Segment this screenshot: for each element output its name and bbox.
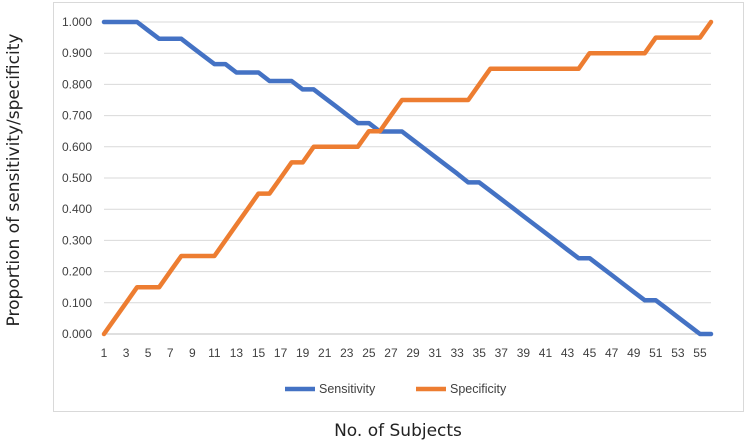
x-tick-label: 21 (318, 346, 332, 360)
x-tick-label: 49 (627, 346, 641, 360)
y-tick-label: 0.700 (62, 109, 92, 123)
x-tick-label: 51 (649, 346, 663, 360)
x-tick-label: 43 (561, 346, 575, 360)
x-tick-label: 29 (406, 346, 420, 360)
y-tick-label: 0.100 (62, 296, 92, 310)
chart-area-border (53, 2, 744, 412)
y-tick-label: 0.200 (62, 265, 92, 279)
x-tick-label: 23 (340, 346, 354, 360)
series-lines (101, 19, 714, 337)
x-tick-label: 19 (296, 346, 310, 360)
y-tick-labels: 0.000 0.100 0.200 0.300 0.400 0.500 0.600 0.700… (62, 15, 92, 341)
x-tick-label: 11 (208, 346, 221, 360)
x-tick-label: 5 (145, 346, 152, 360)
x-tick-label: 53 (671, 346, 685, 360)
y-tick-label: 0.000 (62, 327, 92, 341)
x-tick-label: 45 (583, 346, 597, 360)
y-tick-label: 1.000 (62, 15, 92, 29)
x-tick-label: 37 (495, 346, 509, 360)
x-tick-label: 27 (384, 346, 398, 360)
x-tick-label: 41 (539, 346, 553, 360)
x-tick-label: 39 (517, 346, 531, 360)
x-tick-label: 55 (693, 346, 707, 360)
x-tick-label: 35 (473, 346, 487, 360)
x-tick-label: 25 (362, 346, 376, 360)
y-tick-label: 0.900 (62, 46, 92, 60)
gridlines (104, 21, 711, 335)
legend-label-sensitivity: Sensitivity (319, 382, 376, 396)
x-tick-label: 7 (167, 346, 174, 360)
x-tick-label: 31 (428, 346, 442, 360)
series-line-sensitivity (101, 19, 714, 337)
x-tick-label: 33 (450, 346, 464, 360)
legend: Sensitivity Specificity (285, 382, 507, 396)
legend-label-specificity: Specificity (450, 382, 507, 396)
y-tick-label: 0.300 (62, 233, 92, 247)
x-tick-label: 9 (189, 346, 196, 360)
x-axis-title: No. of Subjects (334, 421, 462, 441)
x-tick-labels: 1 3 5 7 9 11 13 15 17 19 21 23 25 27 29 31 33 35 37 39 41 43 4… (101, 346, 707, 360)
x-tick-label: 3 (123, 346, 130, 360)
x-tick-label: 47 (605, 346, 619, 360)
x-tick-label: 17 (274, 346, 288, 360)
x-tick-label: 1 (101, 346, 108, 360)
y-tick-label: 0.800 (62, 77, 92, 91)
x-tick-label: 15 (252, 346, 266, 360)
x-tick-label: 13 (230, 346, 244, 360)
y-tick-label: 0.600 (62, 140, 92, 154)
y-tick-label: 0.400 (62, 202, 92, 216)
y-tick-label: 0.500 (62, 171, 92, 185)
series-line-specificity (101, 19, 714, 337)
